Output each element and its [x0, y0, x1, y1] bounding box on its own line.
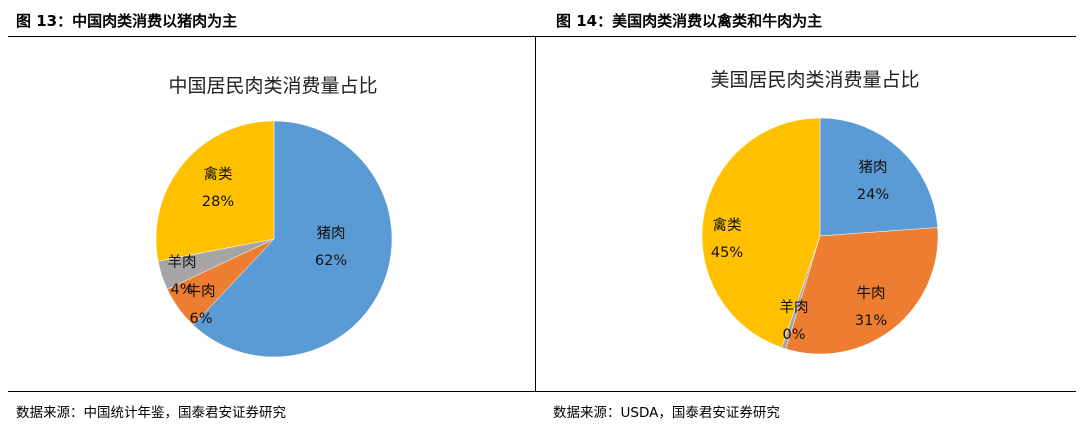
china-pie-chart: 中国居民肉类消费量占比 猪肉 62% 牛肉 6% 羊肉 4% 禽类 28%	[155, 75, 393, 358]
figure-14-title: 图 14：美国肉类消费以禽类和牛肉为主	[556, 12, 823, 30]
slice-percent-mutton: 0%	[782, 327, 805, 343]
slice-label-poultry: 禽类	[204, 166, 233, 183]
slice-label-beef: 牛肉	[857, 285, 886, 302]
slice-percent-pork: 24%	[857, 187, 889, 203]
slice-label-mutton: 羊肉	[780, 299, 809, 316]
figure-13-title: 图 13：中国肉类消费以猪肉为主	[16, 12, 238, 30]
slice-percent-poultry: 28%	[202, 194, 234, 210]
us-pie-chart: 美国居民肉类消费量占比 猪肉 24% 牛肉 31% 羊肉 0% 禽类 45%	[701, 69, 939, 355]
slice-label-pork: 猪肉	[859, 159, 888, 176]
slice-percent-pork: 62%	[315, 253, 347, 269]
center-divider	[535, 36, 536, 392]
top-divider	[8, 36, 1076, 37]
pie-slice-pork	[192, 120, 393, 358]
pie-slice-beef	[785, 227, 939, 355]
chart-title: 中国居民肉类消费量占比	[168, 75, 377, 97]
pie-slice-pork	[819, 117, 938, 237]
slice-label-pork: 猪肉	[317, 225, 346, 242]
slice-percent-mutton: 4%	[170, 282, 193, 298]
pie-slice-poultry	[155, 120, 275, 262]
pie-slice-poultry	[701, 117, 821, 348]
slice-label-poultry: 禽类	[713, 217, 742, 234]
slice-label-beef: 牛肉	[187, 283, 216, 300]
slice-percent-poultry: 45%	[711, 245, 743, 261]
chart-title: 美国居民肉类消费量占比	[710, 69, 919, 91]
bottom-divider	[8, 391, 1076, 392]
slice-percent-beef: 31%	[855, 313, 887, 329]
slice-label-mutton: 羊肉	[168, 254, 197, 271]
source-note-left: 数据来源：中国统计年鉴，国泰君安证券研究	[16, 405, 286, 421]
slice-percent-beef: 6%	[189, 311, 212, 327]
source-note-right: 数据来源：USDA，国泰君安证券研究	[553, 405, 780, 421]
